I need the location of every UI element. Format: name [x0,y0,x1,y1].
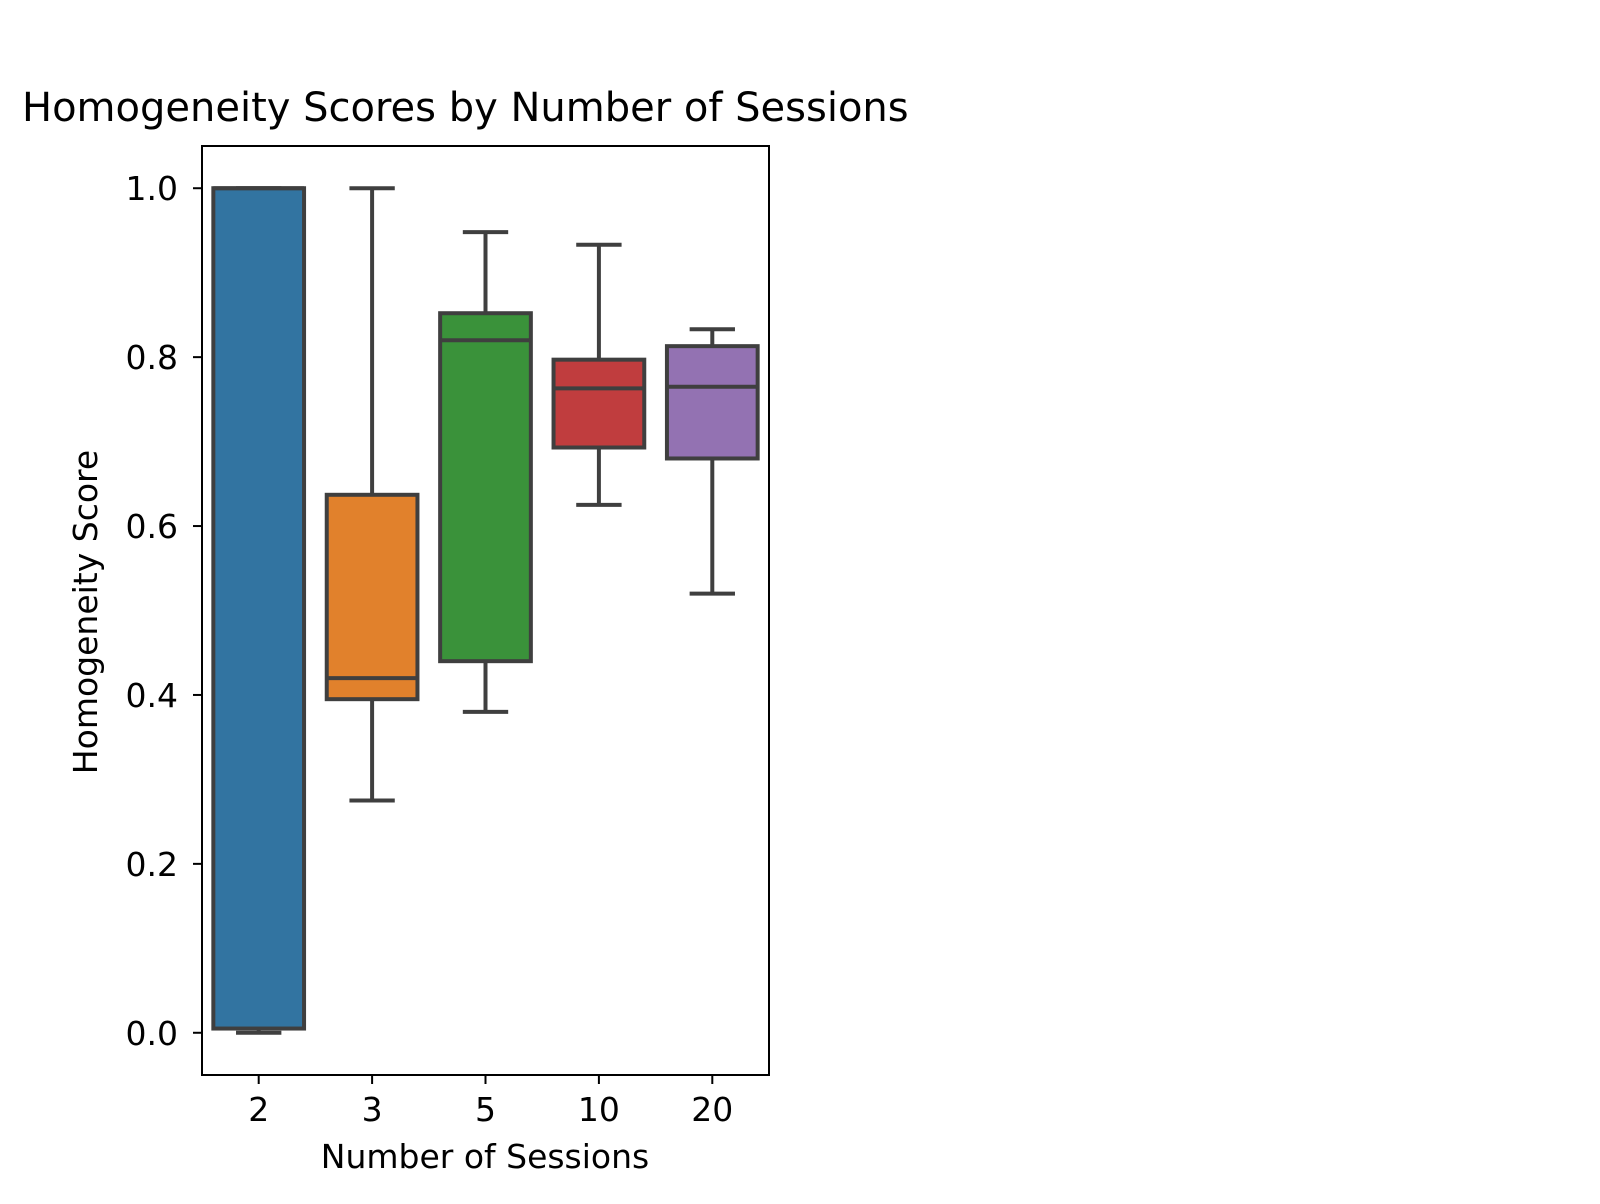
box-20 [664,344,760,461]
y-tick-label-0.6: 0.6 [126,507,178,546]
box-group-20 [664,327,760,596]
box-3 [324,492,420,702]
x-tick-label-20: 20 [691,1090,733,1129]
x-tick-label-2: 2 [248,1090,269,1129]
y-tick-label-1.0: 1.0 [126,169,178,208]
box-5 [438,311,533,664]
y-tick-label-0.2: 0.2 [126,845,178,884]
plot-area [211,186,760,1035]
x-tick-label-10: 10 [578,1090,620,1129]
axes: 0.0 0.2 0.4 0.6 0.8 1.0 2 3 5 10 20 [126,169,734,1129]
y-axis-label: Homogeneity Score [66,450,105,774]
chart-title: Homogeneity Scores by Number of Sessions [22,85,909,131]
box-group-3 [324,186,420,803]
box-group-10 [551,242,647,507]
box-group-5 [438,230,533,714]
y-tick-label-0.8: 0.8 [126,338,178,377]
x-tick-label-3: 3 [362,1090,383,1129]
box-group-2 [211,186,307,1035]
y-tick-label-0.4: 0.4 [126,676,178,715]
x-tick-label-5: 5 [475,1090,496,1129]
box-10 [551,357,647,450]
x-axis-label: Number of Sessions [321,1137,649,1176]
box-2 [211,186,307,1031]
y-tick-label-0.0: 0.0 [126,1014,178,1053]
